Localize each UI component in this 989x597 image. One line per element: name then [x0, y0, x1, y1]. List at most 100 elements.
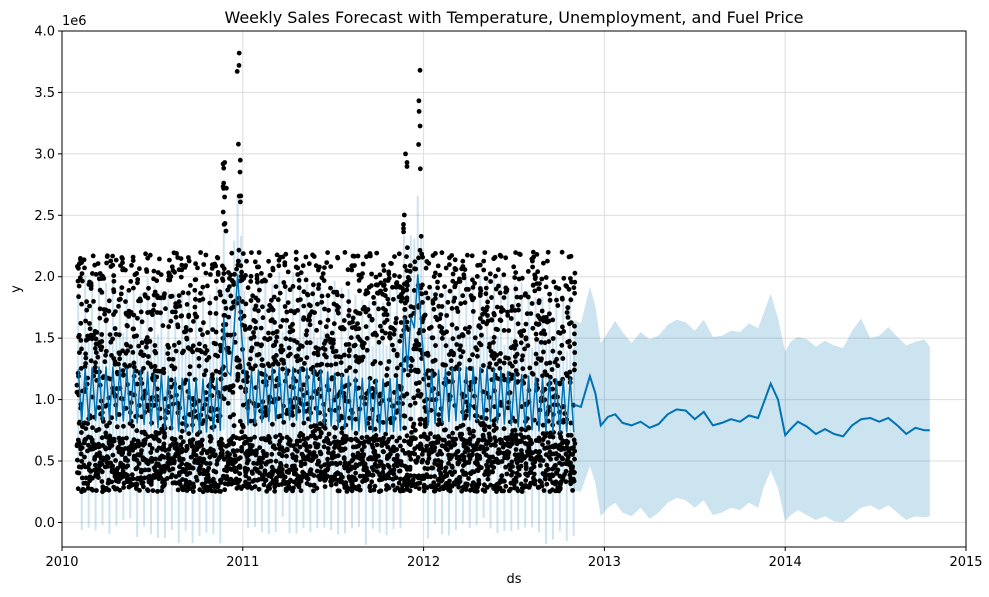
- observed-point: [255, 264, 260, 270]
- observed-point: [194, 314, 200, 320]
- observed-point: [510, 464, 515, 469]
- observed-point: [460, 293, 466, 299]
- observed-point: [447, 262, 452, 267]
- observed-point: [443, 265, 449, 271]
- observed-point: [221, 313, 227, 318]
- observed-point: [544, 372, 550, 378]
- observed-point: [280, 366, 286, 372]
- observed-point: [257, 287, 262, 293]
- observed-point: [359, 447, 365, 453]
- forecast-line-layer: [77, 274, 930, 438]
- observed-point: [402, 307, 408, 312]
- observed-point: [274, 252, 280, 258]
- observed-point: [141, 352, 147, 358]
- observed-point: [84, 299, 89, 305]
- observed-point: [315, 301, 320, 307]
- observed-point: [161, 370, 167, 376]
- observed-point: [495, 267, 501, 273]
- observed-point: [306, 261, 312, 267]
- observed-point: [513, 368, 519, 373]
- observed-point: [457, 479, 463, 484]
- observed-point: [341, 318, 347, 323]
- observed-point: [293, 447, 298, 452]
- observed-point: [239, 447, 245, 453]
- observed-point: [348, 335, 354, 341]
- observed-point: [83, 351, 88, 357]
- observed-point: [525, 294, 531, 300]
- observed-point: [311, 473, 317, 478]
- observed-point: [272, 468, 277, 473]
- observed-point: [142, 440, 148, 445]
- observed-point: [550, 348, 556, 354]
- observed-point: [458, 354, 464, 360]
- observed-point: [383, 431, 389, 437]
- observed-point: [202, 344, 208, 349]
- observed-point: [180, 350, 185, 356]
- observed-point: [485, 476, 491, 482]
- observed-point: [272, 446, 278, 451]
- observed-point: [236, 50, 242, 56]
- observed-point: [421, 476, 427, 481]
- observed-point: [380, 449, 386, 454]
- observed-point: [401, 438, 407, 444]
- observed-point: [401, 222, 406, 227]
- observed-point: [467, 430, 473, 436]
- observed-point: [416, 473, 422, 479]
- x-tick-label: 2015: [949, 555, 982, 570]
- observed-point: [136, 343, 142, 349]
- observed-point: [200, 332, 205, 338]
- observed-point: [259, 460, 265, 465]
- observed-point: [205, 330, 211, 335]
- observed-point: [369, 316, 375, 322]
- observed-point: [550, 473, 556, 478]
- observed-point: [249, 444, 255, 449]
- observed-point: [290, 422, 296, 428]
- observed-point: [223, 228, 229, 234]
- observed-point: [201, 447, 206, 453]
- observed-point: [146, 467, 152, 473]
- history-fit-line: [77, 274, 575, 433]
- observed-point: [376, 489, 382, 494]
- observed-point: [235, 377, 240, 383]
- observed-point: [183, 263, 189, 268]
- observed-point: [572, 290, 577, 296]
- observed-point: [571, 478, 577, 484]
- observed-point: [370, 472, 376, 478]
- observed-point: [108, 258, 114, 264]
- observed-point: [77, 442, 83, 448]
- observed-point: [474, 442, 479, 447]
- observed-point: [273, 284, 279, 289]
- observed-point: [536, 286, 542, 292]
- observed-point: [262, 470, 268, 476]
- observed-point: [402, 300, 408, 306]
- observed-point: [407, 277, 412, 283]
- observed-point: [230, 441, 236, 447]
- observed-point: [228, 332, 234, 338]
- observed-point: [478, 291, 483, 296]
- observed-point: [112, 326, 118, 331]
- observed-point: [207, 434, 213, 439]
- observed-point: [149, 364, 154, 370]
- observed-point: [464, 483, 469, 489]
- observed-point: [196, 363, 202, 369]
- observed-point: [560, 445, 566, 451]
- observed-point: [83, 426, 89, 431]
- observed-point: [367, 313, 372, 319]
- observed-point: [373, 433, 379, 438]
- observed-point: [300, 263, 306, 269]
- observed-point: [129, 263, 134, 268]
- observed-point: [184, 443, 190, 449]
- observed-point: [360, 271, 365, 276]
- observed-point: [470, 309, 476, 314]
- observed-point: [284, 309, 290, 315]
- observed-point: [249, 250, 254, 256]
- observed-point: [76, 294, 81, 300]
- observed-point: [413, 427, 418, 433]
- observed-point: [272, 488, 278, 494]
- observed-point: [161, 441, 167, 447]
- observed-point: [95, 261, 101, 266]
- observed-point: [134, 465, 140, 471]
- observed-point: [324, 354, 329, 360]
- observed-point: [476, 481, 482, 487]
- y-tick-label: 0.5: [34, 455, 55, 470]
